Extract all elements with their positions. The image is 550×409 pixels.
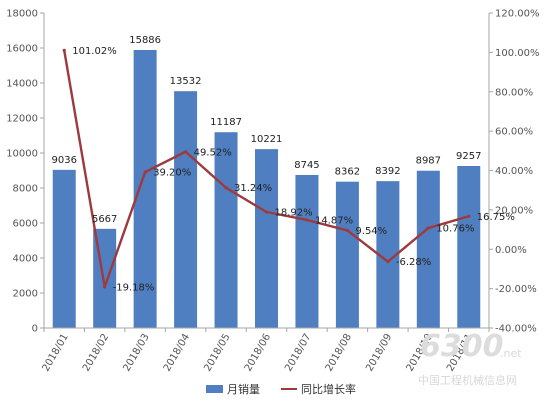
bar-label-1: 9036 xyxy=(52,155,77,166)
x-tick-label: 2018/03 xyxy=(121,332,151,373)
bar-label-10: 8987 xyxy=(416,156,441,167)
bar-data-labels: 9036 5667 15886 13532 11187 10221 8745 8362 8392… xyxy=(52,35,482,225)
growth-label-3: 39.20% xyxy=(153,168,191,179)
growth-point-4 xyxy=(183,150,188,154)
bar-5 xyxy=(214,132,238,328)
growth-point-6 xyxy=(264,210,269,214)
growth-point-8 xyxy=(345,228,350,233)
left-axis: 0 2000 4000 6000 8000 10000 12000 14000 16000 180… xyxy=(6,9,45,335)
bar-9 xyxy=(376,181,400,328)
bar-label-4: 13532 xyxy=(170,76,202,87)
legend: 月销量 同比增长率 xyxy=(206,382,356,396)
bar-label-8: 8362 xyxy=(335,167,360,178)
growth-label-6: 18.92% xyxy=(275,208,313,219)
left-tick-label: 12000 xyxy=(6,114,38,125)
growth-label-2: -19.18% xyxy=(113,283,155,294)
right-tick-label: 60.00% xyxy=(495,127,533,138)
bar-label-9: 8392 xyxy=(375,166,400,177)
right-tick-label: 40.00% xyxy=(495,166,533,177)
bar-4 xyxy=(174,91,198,328)
growth-label-4: 49.52% xyxy=(194,147,232,158)
growth-point-7 xyxy=(305,218,309,222)
growth-line xyxy=(62,48,471,289)
legend-line-label: 同比增长率 xyxy=(301,382,356,396)
bar-label-2: 5667 xyxy=(92,214,117,225)
growth-point-10 xyxy=(426,226,430,230)
legend-bar-label: 月销量 xyxy=(227,382,260,396)
right-tick-label: 80.00% xyxy=(495,87,533,98)
bar-11 xyxy=(457,166,481,328)
bar-label-11: 9257 xyxy=(456,151,481,162)
legend-bar-swatch xyxy=(206,385,223,393)
bar-8 xyxy=(335,181,359,328)
left-tick-label: 8000 xyxy=(13,184,38,195)
left-tick-label: 6000 xyxy=(13,219,38,230)
right-tick-label: -40.00% xyxy=(495,324,537,335)
bar-label-3: 15886 xyxy=(129,35,161,46)
growth-label-10: 10.76% xyxy=(436,224,474,235)
x-tick-label: 2018/08 xyxy=(324,332,354,373)
growth-point-11 xyxy=(467,214,471,218)
left-tick-label: 0 xyxy=(32,324,38,335)
left-tick-label: 14000 xyxy=(6,79,38,90)
line-data-labels: 101.02% -19.18% 39.20%49.52% 31.24% 18.92%14… xyxy=(72,46,515,294)
bar-10 xyxy=(416,170,440,328)
x-tick-label: 2018/01 xyxy=(41,332,71,373)
growth-label-11: 16.75% xyxy=(477,212,515,223)
right-tick-label: 20.00% xyxy=(495,205,533,216)
right-axis: -40.00% -20.00% 0.00% 20.00% 40.00% 60.00% 80.… xyxy=(488,9,540,335)
watermark-text: 中国工程机械信息网 xyxy=(418,373,517,387)
growth-label-5: 31.24% xyxy=(234,183,272,194)
left-tick-label: 18000 xyxy=(6,9,38,20)
growth-point-9 xyxy=(386,260,390,264)
watermark-logo: 6300 xyxy=(420,329,504,364)
growth-label-9: -6.28% xyxy=(396,257,431,268)
right-tick-label: 120.00% xyxy=(495,9,540,20)
x-tick-label: 2018/04 xyxy=(162,332,192,373)
growth-point-3 xyxy=(143,170,147,174)
bar-6 xyxy=(255,149,278,328)
bar-7 xyxy=(295,174,319,328)
bar-label-5: 11187 xyxy=(210,117,242,128)
x-tick-label: 2018/06 xyxy=(243,332,273,373)
bars xyxy=(52,49,481,329)
x-tick-label: 2018/09 xyxy=(364,332,394,373)
growth-label-7: 14.87% xyxy=(315,215,353,226)
bar-label-7: 8745 xyxy=(294,160,319,171)
growth-point-2 xyxy=(103,285,107,289)
watermark: 6300 .net 中国工程机械信息网 xyxy=(418,329,522,387)
left-tick-label: 10000 xyxy=(6,149,38,160)
growth-label-8: 9.54% xyxy=(355,226,387,237)
x-tick-label: 2018/07 xyxy=(283,332,313,373)
left-tick-label: 16000 xyxy=(6,44,38,55)
right-tick-label: 0.00% xyxy=(495,245,527,256)
watermark-net: .net xyxy=(500,347,522,360)
left-tick-label: 4000 xyxy=(13,254,38,265)
growth-label-1: 101.02% xyxy=(72,46,117,57)
x-tick-label: 2018/05 xyxy=(202,332,232,373)
right-tick-label: 100.00% xyxy=(495,48,540,59)
growth-point-1 xyxy=(62,48,66,52)
bar-label-6: 10221 xyxy=(251,134,283,145)
bar-1 xyxy=(52,169,76,328)
bar-3 xyxy=(133,49,157,329)
right-tick-label: -20.00% xyxy=(495,284,537,295)
left-tick-label: 2000 xyxy=(13,289,38,300)
x-tick-label: 2018/02 xyxy=(81,332,111,373)
growth-point-5 xyxy=(224,186,228,190)
